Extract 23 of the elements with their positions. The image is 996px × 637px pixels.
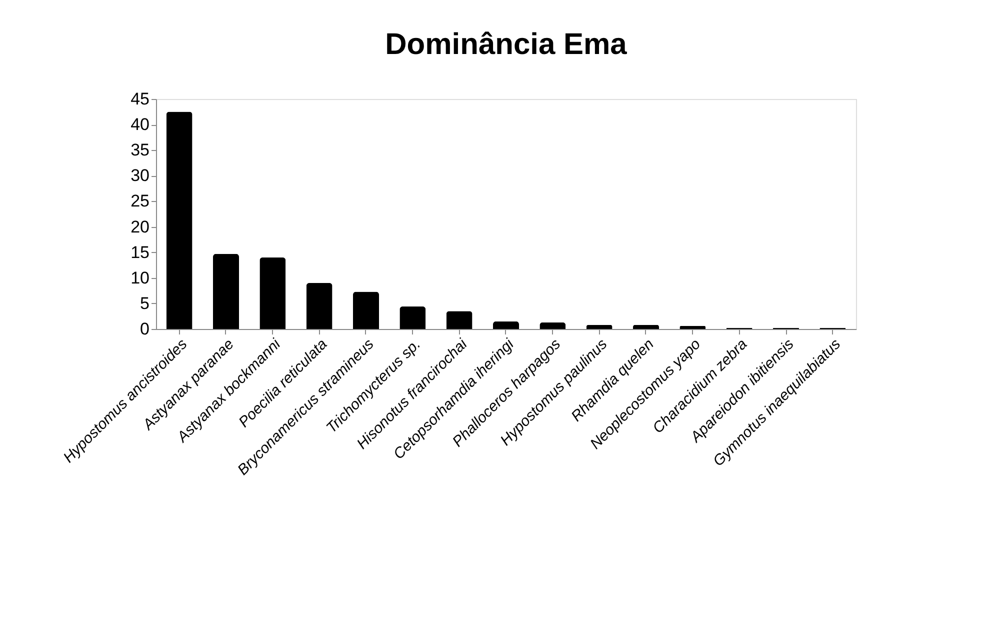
bar xyxy=(493,321,519,329)
y-tick-label: 10 xyxy=(130,268,150,288)
bar xyxy=(633,324,659,329)
bar xyxy=(586,324,612,329)
bar xyxy=(260,257,286,329)
bar xyxy=(353,292,379,329)
y-tick-label: 20 xyxy=(130,217,150,236)
y-tick-label: 5 xyxy=(140,294,150,313)
y-tick-label: 15 xyxy=(130,242,150,262)
bar xyxy=(540,322,566,329)
y-tick-label: 25 xyxy=(130,192,150,211)
bar xyxy=(213,254,239,329)
y-tick-label: 0 xyxy=(140,320,150,338)
bar xyxy=(306,283,332,329)
bar xyxy=(446,311,472,329)
chart-title: Dominância Ema xyxy=(385,28,628,61)
bar xyxy=(680,326,706,329)
y-tick-label: 40 xyxy=(130,115,150,134)
y-tick-label: 35 xyxy=(130,140,150,160)
y-tick-label: 45 xyxy=(130,90,150,108)
bar xyxy=(400,306,426,329)
y-tick-label: 30 xyxy=(130,166,150,186)
bar xyxy=(166,112,192,329)
